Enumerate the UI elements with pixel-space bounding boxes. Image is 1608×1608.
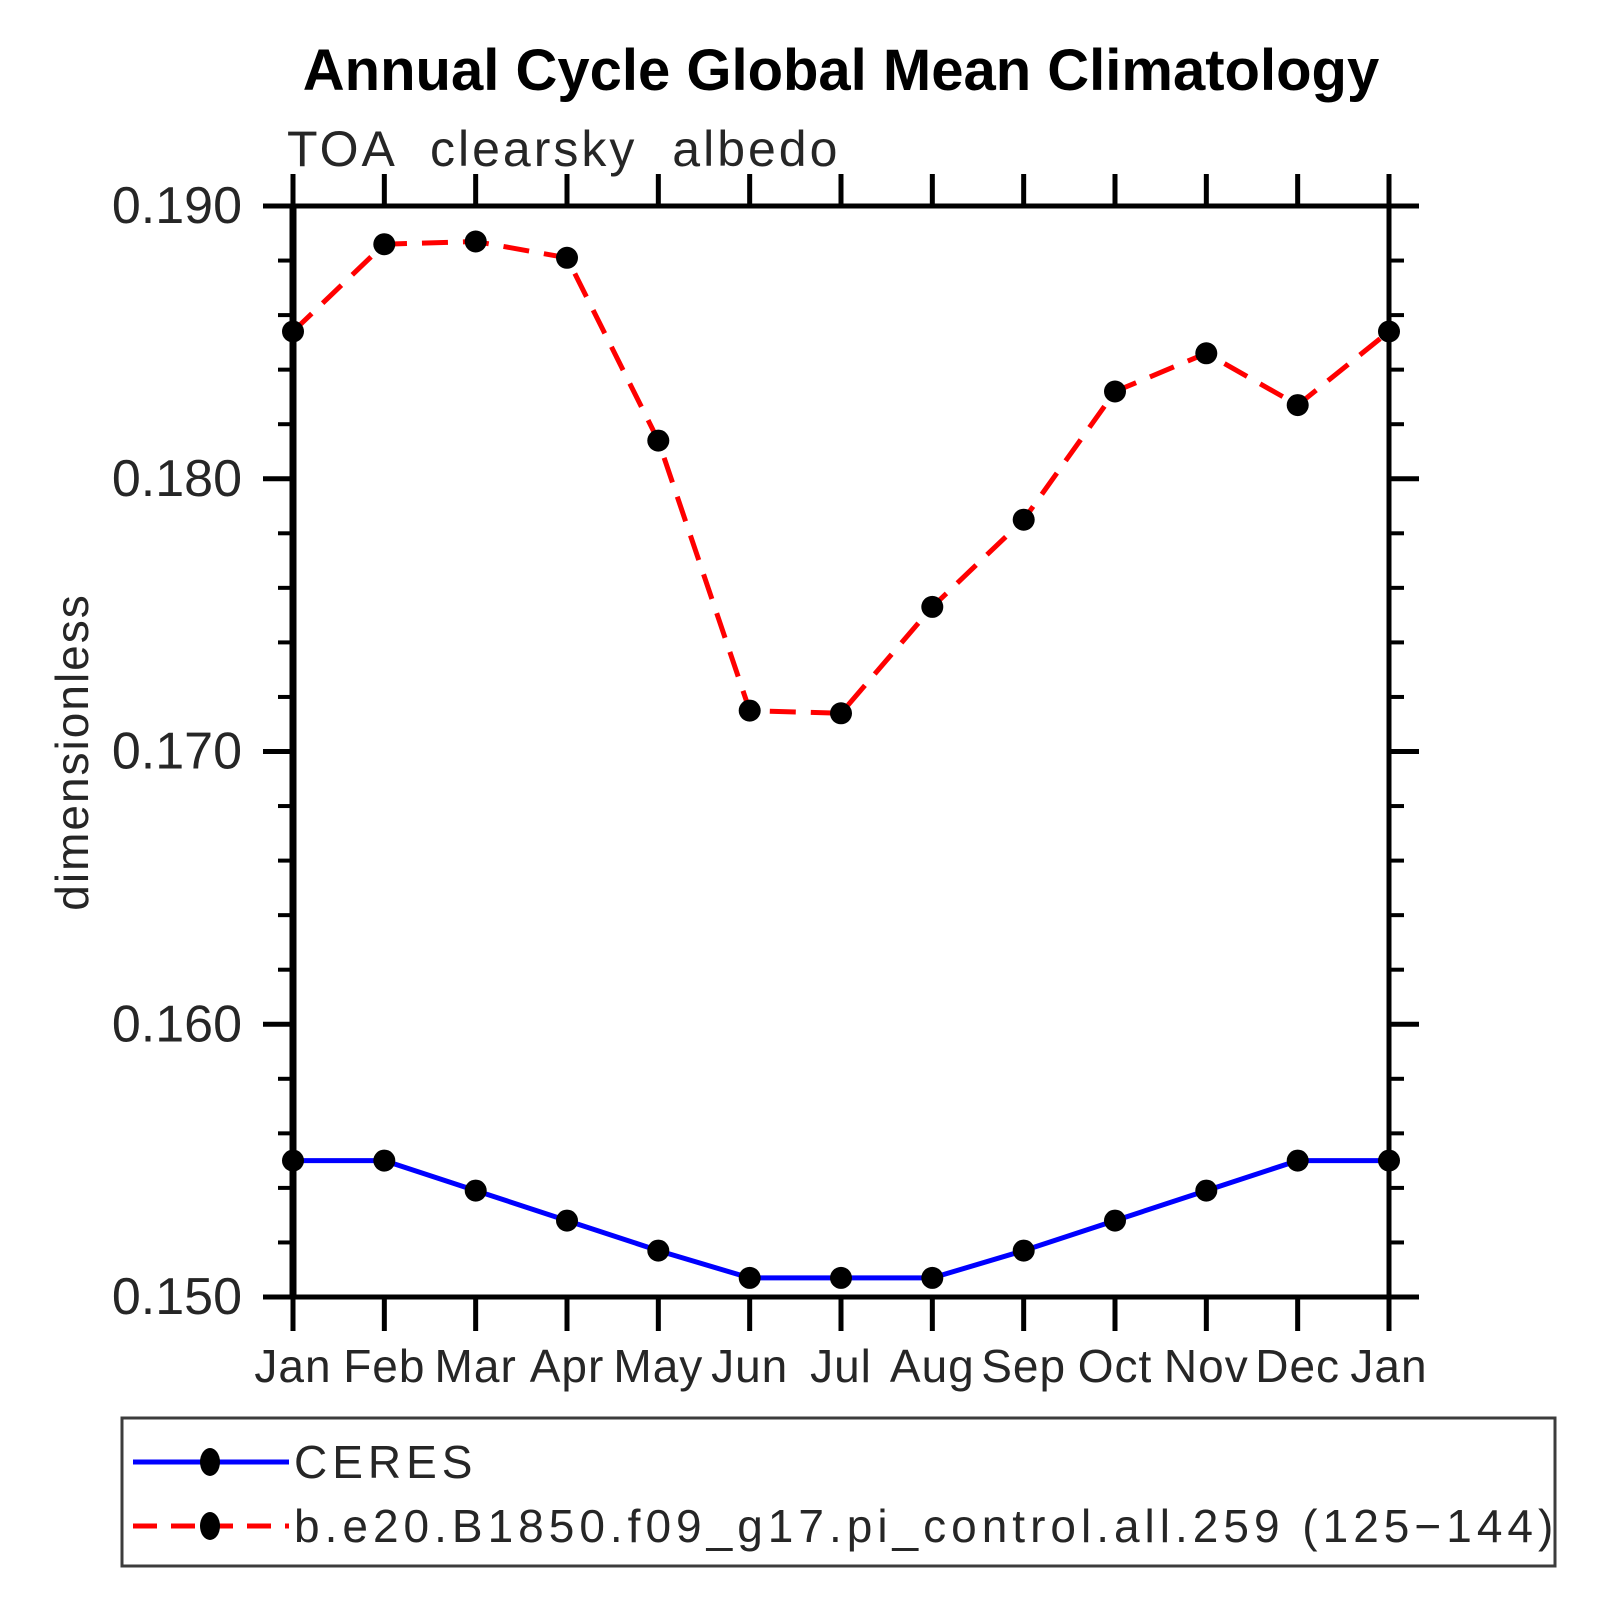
data-point-marker — [921, 1266, 944, 1289]
data-point-marker — [1012, 508, 1035, 531]
x-tick-label: Sep — [981, 1340, 1066, 1392]
data-point-marker — [1378, 320, 1400, 343]
x-tick-label: Apr — [530, 1340, 605, 1392]
data-point-marker — [282, 320, 304, 343]
x-tick-label: Feb — [343, 1340, 425, 1392]
series-line-solid — [293, 1158, 1389, 1281]
data-point-marker — [464, 1179, 487, 1202]
data-point-marker — [1012, 1239, 1035, 1262]
x-tick-label: Jul — [810, 1340, 872, 1392]
x-tick-label: Oct — [1078, 1340, 1153, 1392]
x-tick-label: Nov — [1164, 1340, 1249, 1392]
data-point-marker — [556, 1209, 578, 1232]
y-tick-label: 0.170 — [112, 723, 242, 781]
y-tick-label: 0.150 — [112, 1268, 242, 1326]
data-point-marker — [282, 1149, 304, 1172]
data-point-marker — [1104, 380, 1126, 403]
x-tick-label: Jan — [254, 1340, 331, 1392]
x-tick-label: Jan — [1350, 1340, 1427, 1392]
y-tick-label: 0.160 — [112, 995, 242, 1053]
data-point-marker — [1195, 1179, 1218, 1202]
plot-frame — [289, 203, 1392, 1300]
data-point-marker — [1195, 342, 1218, 365]
x-tick-label: Jun — [711, 1340, 788, 1392]
data-point-marker — [464, 230, 487, 253]
data-point-marker — [830, 702, 852, 725]
data-point-marker — [830, 1266, 852, 1289]
data-point-marker — [1286, 1149, 1309, 1172]
y-tick-label: 0.180 — [112, 450, 242, 508]
legend-item-ceres: CERES — [133, 1436, 477, 1488]
data-point-marker — [647, 429, 670, 452]
legend-marker-circle — [200, 1448, 220, 1476]
data-point-marker — [373, 1149, 396, 1172]
data-point-marker — [556, 246, 578, 269]
data-point-marker — [738, 1266, 761, 1289]
series-line-dashed — [291, 239, 1391, 716]
y-tick-label: 0.190 — [112, 177, 242, 235]
chart-subtitle: TOA clearsky albedo — [287, 121, 840, 177]
y-axis-label: dimensionless — [46, 593, 98, 910]
data-point-marker — [921, 595, 944, 618]
x-tick-label: May — [613, 1340, 703, 1392]
legend-item-model: b.e20.B1850.f09_g17.pi_control.all.259 (… — [133, 1500, 1558, 1552]
data-point-marker — [1378, 1149, 1400, 1172]
x-tick-label: Mar — [435, 1340, 517, 1392]
data-point-marker — [1104, 1209, 1126, 1232]
chart-title: Annual Cycle Global Mean Climatology — [303, 38, 1379, 103]
data-point-marker — [1286, 394, 1309, 417]
axis-ticks — [263, 174, 1419, 1331]
legend-marker-circle — [200, 1512, 220, 1540]
legend-box — [120, 1416, 1557, 1568]
data-point-marker — [738, 699, 761, 722]
legend-label-ceres: CERES — [294, 1436, 477, 1488]
data-series — [282, 230, 1400, 1289]
x-tick-label: Aug — [890, 1340, 975, 1392]
data-point-marker — [647, 1239, 670, 1262]
data-point-marker — [373, 233, 396, 256]
legend-label-model: b.e20.B1850.f09_g17.pi_control.all.259 (… — [294, 1500, 1558, 1552]
legend: CERES b.e20.B1850.f09_g17.pi_control.all… — [120, 1416, 1558, 1568]
x-tick-label: Dec — [1255, 1340, 1340, 1392]
